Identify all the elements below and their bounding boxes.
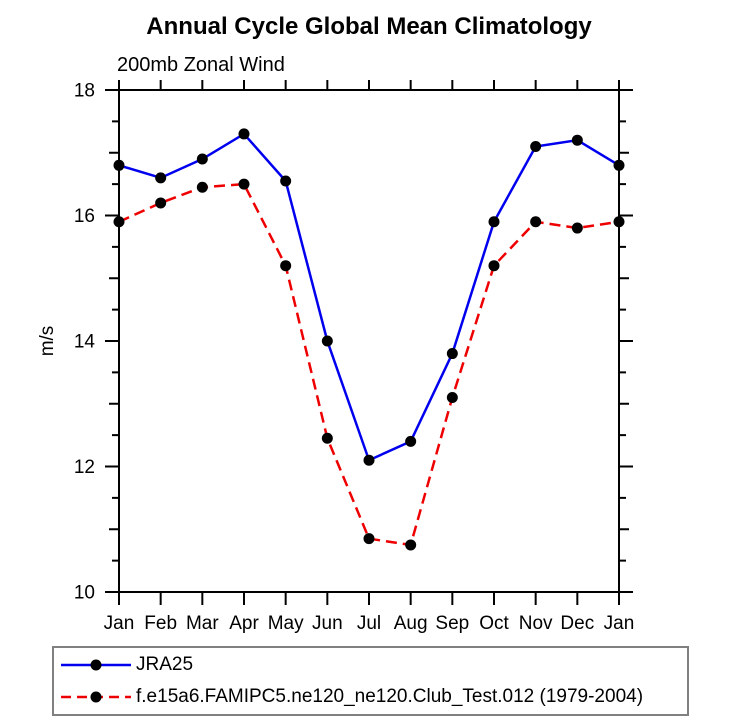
x-tick-label: Jan [604,613,635,634]
x-tick-label: Aug [394,613,428,634]
x-tick-label: Mar [186,613,219,634]
x-tick-label: Sep [435,613,469,634]
data-point-1-Jun [321,432,333,444]
legend-marker-dot-icon [90,659,102,671]
data-point-0-Jan [113,159,125,171]
legend-line-jra25-icon [61,659,131,671]
x-tick-label: Jun [312,613,343,634]
data-point-1-Aug [405,539,417,551]
legend-row-model: f.e15a6.FAMIPC5.ne120_ne120.Club_Test.01… [58,682,687,712]
y-tick-label: 14 [74,332,96,353]
data-point-0-Oct [488,216,500,228]
data-point-1-Feb [155,197,167,209]
series-line-1 [118,182,620,547]
data-point-0-Jul [363,454,375,466]
data-point-1-Nov [530,216,542,228]
data-point-0-Jun [321,335,333,347]
y-tick-label: 10 [74,583,95,604]
legend-line-model-icon [61,691,131,703]
data-point-0-Mar [196,153,208,165]
data-point-0-Apr [238,128,250,140]
data-point-1-Jan [113,216,125,228]
data-point-0-Nov [530,140,542,152]
data-point-1-Dec [571,222,583,234]
data-point-1-May [280,260,292,272]
x-tick-label: May [268,613,304,634]
legend-label-model: f.e15a6.FAMIPC5.ne120_ne120.Club_Test.01… [136,686,644,707]
x-tick-label: Jul [357,613,381,634]
axis-frame [118,89,620,593]
y-tick-label: 18 [74,81,95,102]
data-point-0-Dec [571,134,583,146]
data-point-0-Aug [405,435,417,447]
legend-label-jra25: JRA25 [136,654,194,675]
data-point-1-Apr [238,178,250,190]
data-point-1-Jul [363,533,375,545]
legend: JRA25 f.e15a6.FAMIPC5.ne120_ne120.Club_T… [52,646,689,716]
x-tick-label: Nov [519,613,553,634]
chart-title: Annual Cycle Global Mean Climatology [146,13,592,40]
x-tick-label: Apr [229,613,259,634]
data-point-0-Sep [446,348,458,360]
legend-marker-dot-icon [90,691,102,703]
x-tick-label: Feb [144,613,177,634]
series-line-0 [118,132,620,462]
data-point-1-Jan [613,216,625,228]
y-tick-label: 16 [74,206,95,227]
x-tick-label: Oct [479,613,509,634]
data-point-1-Mar [196,181,208,193]
data-point-0-May [280,175,292,187]
chart-subtitle: 200mb Zonal Wind [117,54,285,76]
y-tick-label: 12 [74,457,95,478]
legend-row-jra25: JRA25 [58,650,687,680]
data-point-1-Sep [446,391,458,403]
data-point-1-Oct [488,260,500,272]
data-point-0-Feb [155,172,167,184]
data-point-0-Jan [613,159,625,171]
x-tick-label: Dec [560,613,594,634]
x-tick-label: Jan [104,613,135,634]
